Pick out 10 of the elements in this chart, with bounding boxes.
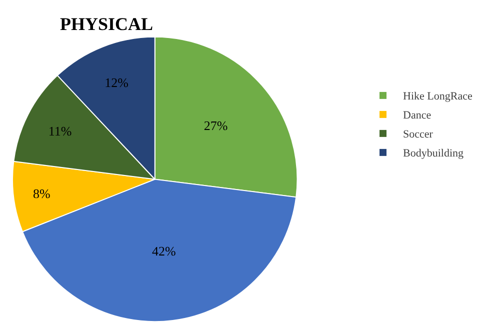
chart-title: PHYSICAL [60, 14, 153, 34]
data-label: 42% [152, 243, 176, 258]
data-label: 11% [48, 123, 72, 138]
legend-label: Dance [403, 110, 432, 122]
data-label: 8% [33, 186, 51, 202]
legend-label: Hike LongRace [403, 90, 472, 103]
data-label: 12% [104, 74, 129, 90]
data-label: 27% [204, 118, 228, 133]
legend-label: Bodybuilding [403, 148, 464, 160]
legend-label: Soccer [403, 128, 434, 141]
